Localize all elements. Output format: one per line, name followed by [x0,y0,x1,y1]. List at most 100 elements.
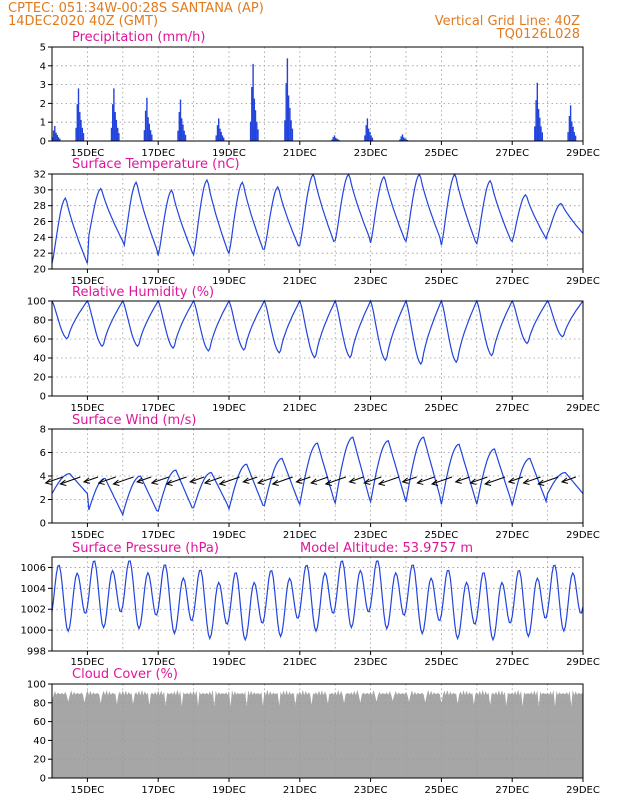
precipitation-bar [401,134,404,141]
precipitation-bar [118,133,120,141]
humidity-panel: 0 20 40 60 80 100 15DEC 17DEC 19DEC 21DEC 23DEC 25… [27,285,600,414]
wind-arrow-head [560,477,569,484]
x-tick-label: 27DEC [495,530,529,541]
precipitation-bar [54,126,56,141]
x-tick-label: 27DEC [495,657,529,668]
precipitation-bar [148,123,150,141]
x-tick-label: 21DEC [283,657,317,668]
precipitation-bar [257,129,259,141]
model-altitude-label: Model Altitude: 53.9757 m [300,541,473,556]
precipitation-bar [249,121,252,141]
precipitation-bar [183,130,185,141]
precipitation-bar [367,128,370,141]
x-tick-label: 29DEC [566,148,600,159]
x-tick-label: 23DEC [354,403,388,414]
cloud-cover-gridlines [52,684,583,778]
precipitation-bar [290,120,292,141]
precipitation-bar [400,136,402,141]
precipitation-bar [221,135,224,141]
precipitation-panel: 0 1 2 3 4 5 15DEC 17DEC 19DEC 21DEC 23DEC 25DEC 27D… [40,30,600,159]
wind-arrow-head [59,479,67,486]
y-tick-label: 60 [33,335,46,346]
precipitation-bar [253,98,255,141]
wind-arrow [98,476,116,484]
precipitation-bar [220,132,222,141]
wind-arrow-head [150,478,158,485]
x-tick-label: 21DEC [283,785,317,796]
y-tick-label: 24 [33,233,46,244]
humidity-title: Relative Humidity (%) [72,285,214,300]
wind-title: Surface Wind (m/s) [72,413,196,428]
temperature-y-axis: 20 22 24 26 28 30 32 [33,170,52,276]
wind-arrow-head [256,478,265,485]
y-tick-label: 6 [40,448,46,459]
precipitation-bar [184,134,187,141]
wind-arrow-head [430,479,439,486]
wind-arrow-head [377,479,386,486]
x-tick-label: 19DEC [212,403,246,414]
wind-arrow-head [97,478,105,485]
y-tick-label: 20 [33,373,46,384]
precipitation-bar [365,125,367,141]
y-tick-label: 40 [33,736,46,747]
x-tick-label: 23DEC [354,657,388,668]
x-tick-label: 17DEC [141,657,175,668]
wind-arrow-head [484,479,492,486]
y-tick-label: 1006 [21,563,46,574]
precipitation-bar [534,126,536,141]
precipitation-bar [251,87,253,141]
x-tick-label: 17DEC [141,276,175,287]
x-tick-label: 25DEC [425,276,459,287]
precipitation-bar [364,135,366,141]
x-tick-label: 15DEC [71,148,105,159]
temperature-x-axis: 15DEC 17DEC 19DEC 21DEC 23DEC 25DEC 27DEC 29DEC [71,269,600,287]
wind-panel: 0 2 4 6 8 15DEC 17DEC 19DEC 21DEC 23DEC 25DEC 27DE… [40,413,600,541]
x-tick-label: 27DEC [495,148,529,159]
precipitation-bar [366,118,369,141]
wind-arrow [113,476,134,485]
wind-arrow-head [401,477,409,484]
x-tick-label: 15DEC [71,403,105,414]
y-tick-label: 3 [40,80,46,91]
x-tick-label: 27DEC [495,403,529,414]
humidity-line [51,299,584,366]
y-tick-label: 8 [40,425,46,436]
y-tick-label: 100 [27,680,46,691]
precipitation-bar [115,119,118,141]
humidity-frame [51,300,584,397]
wind-arrow-head [363,478,371,485]
wind-speed-line [51,436,584,517]
precipitation-bar [540,126,542,141]
pressure-line [51,560,584,642]
pressure-title: Surface Pressure (hPa) [72,541,219,556]
wind-arrow-head [136,477,144,484]
y-tick-label: 80 [33,698,46,709]
pressure-gridlines [52,557,583,651]
wind-series [51,436,584,517]
y-tick-label: 22 [33,249,46,260]
precipitation-bar [57,137,60,141]
x-tick-label: 25DEC [425,403,459,414]
precipitation-bar [178,112,180,141]
y-tick-label: 20 [33,755,46,766]
temperature-panel: 20 22 24 26 28 30 32 15DEC 17DEC 19DEC 21DEC 23DEC… [33,157,600,287]
precipitation-bar [179,99,182,141]
precipitation-bar [574,135,577,141]
x-tick-label: 29DEC [566,785,600,796]
y-tick-label: 1 [40,118,46,129]
precipitation-bar [536,82,538,141]
precipitation-bar [254,110,257,141]
y-tick-label: 5 [40,43,46,54]
wind-arrow-head [112,479,120,486]
wind-arrow [310,476,329,484]
cloud-cover-area [52,689,583,778]
wind-arrow-head [44,478,52,485]
precipitation-bar [541,132,543,141]
wind-arrow [417,476,435,484]
wind-arrow [243,476,258,483]
x-tick-label: 21DEC [283,530,317,541]
wind-arrow [166,476,187,485]
wind-x-axis: 15DEC 17DEC 19DEC 21DEC 23DEC 25DEC 27DEC 29DEC [71,523,600,541]
x-tick-label: 23DEC [354,148,388,159]
